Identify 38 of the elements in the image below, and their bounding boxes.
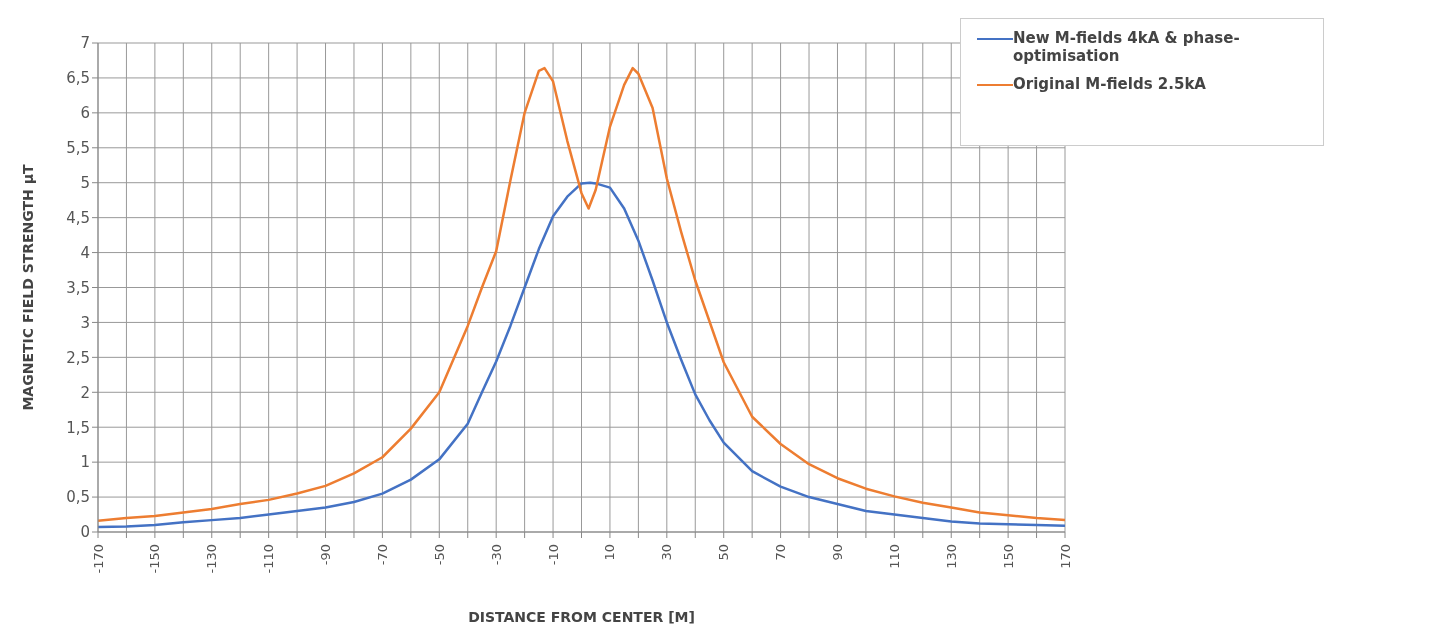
y-tick-label: 1,5 — [66, 418, 90, 437]
x-tick-label: 10 — [602, 544, 618, 561]
x-tick-label: -90 — [318, 544, 334, 566]
x-tick-label: 70 — [773, 544, 789, 561]
y-axis-title: MAGNETIC FIELD STRENGTH μT — [19, 163, 36, 411]
x-tick-label: 30 — [659, 544, 675, 561]
y-tick-label: 5,5 — [66, 139, 90, 158]
y-tick-label: 6,5 — [66, 69, 90, 88]
y-tick-label: 5 — [80, 174, 90, 193]
x-tick-label: 110 — [886, 544, 902, 569]
x-tick-label: 90 — [829, 544, 845, 561]
y-tick-label: 3 — [80, 313, 90, 332]
x-tick-label: -10 — [545, 544, 561, 566]
x-tick-label: 150 — [1000, 544, 1016, 569]
y-tick-label: 3,5 — [66, 278, 90, 297]
x-tick-label: -70 — [374, 544, 390, 566]
y-tick-label: 4 — [80, 243, 90, 262]
x-tick-label: -170 — [90, 544, 106, 574]
x-tick-label: -130 — [204, 544, 220, 574]
x-tick-label: -30 — [488, 544, 504, 566]
legend-label: Original M-fields 2.5kA — [1013, 75, 1206, 93]
x-tick-label: 50 — [716, 544, 732, 561]
line-series — [98, 181, 1065, 529]
y-tick-label: 0,5 — [66, 488, 90, 507]
legend-label: New M-fields 4kA & phase-optimisation — [1013, 29, 1241, 65]
y-tick-label: 2,5 — [66, 348, 90, 367]
x-axis-title: DISTANCE FROM CENTER [M] — [468, 609, 695, 625]
y-tick-label: 1 — [80, 453, 90, 472]
x-tick-label: 130 — [943, 544, 959, 569]
y-tick-label: 0 — [80, 523, 90, 542]
x-tick-label: -50 — [431, 544, 447, 566]
y-tick-label: 2 — [80, 383, 90, 402]
y-tick-label: 7 — [80, 34, 90, 53]
x-tick-label: -110 — [261, 544, 277, 574]
y-tick-label: 4,5 — [66, 208, 90, 227]
y-tick-label: 6 — [80, 104, 90, 123]
x-tick-label: -150 — [147, 544, 163, 574]
x-tick-label: 170 — [1057, 544, 1073, 569]
